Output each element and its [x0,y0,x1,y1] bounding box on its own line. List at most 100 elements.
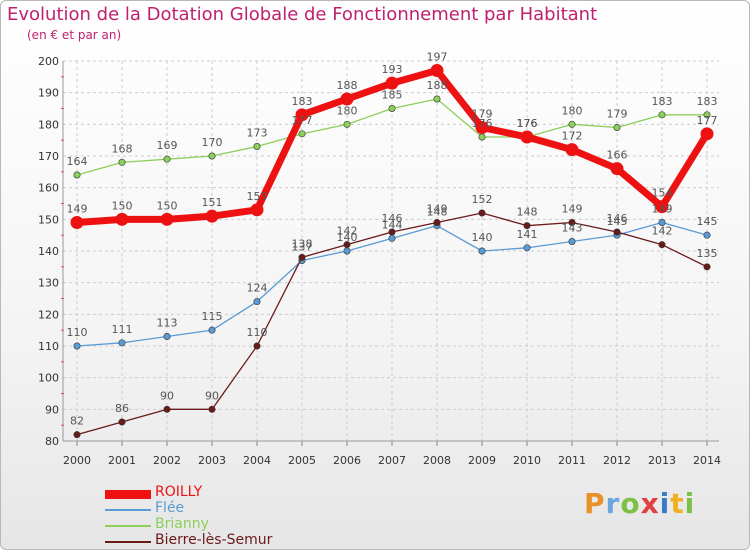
y-tick-label: 120 [38,308,59,321]
point-bierre-les-semur [613,228,621,236]
data-label-roilly: 197 [427,51,448,64]
point-brianny [658,111,666,119]
point-roilly [700,127,714,141]
x-tick-label: 2010 [513,454,541,467]
y-tick-label: 110 [38,340,59,353]
x-tick-label: 2002 [153,454,181,467]
y-tick-label: 150 [38,213,59,226]
data-label-flee: 143 [562,222,583,235]
chart-subtitle: (en € et par an) [27,28,122,42]
point-flee [388,234,396,242]
point-flee [568,238,576,246]
data-label-brianny: 183 [697,95,718,108]
data-label-bierre-les-semur: 149 [427,203,448,216]
data-label-brianny: 176 [472,117,493,130]
data-label-brianny: 170 [202,136,223,149]
point-flee [478,247,486,255]
series-brianny [73,95,711,179]
data-label-flee: 140 [337,231,358,244]
point-bierre-les-semur [388,228,396,236]
data-label-flee: 149 [652,203,673,216]
legend-label: Brianny [155,516,209,532]
data-label-flee: 110 [67,326,88,339]
data-label-bierre-les-semur: 149 [562,203,583,216]
point-roilly [655,200,669,214]
point-brianny [703,111,711,119]
point-roilly [430,64,444,77]
data-label-flee: 115 [202,310,223,323]
point-roilly [295,108,309,122]
data-label-bierre-les-semur: 82 [70,415,84,428]
legend-swatch [105,525,151,527]
point-bierre-les-semur [478,209,486,217]
axes: 80 90 100 110 120 130 140 150 160 170 180 190 200 200… [38,55,721,467]
data-label-brianny: 164 [67,155,88,168]
point-brianny [388,105,396,113]
point-roilly [610,162,624,176]
data-label-brianny: 177 [292,114,313,127]
data-label-roilly: 177 [697,114,718,127]
point-brianny [253,143,261,151]
y-tick-label: 200 [38,55,59,68]
data-label-brianny: 169 [157,139,178,152]
data-label-roilly: 176 [517,117,538,130]
data-label-roilly: 193 [382,63,403,76]
data-label-roilly: 151 [202,196,223,209]
y-tick-label: 180 [38,118,59,131]
data-label-flee: 148 [427,206,448,219]
point-roilly [340,92,354,106]
legend-label: Flée [155,500,185,516]
point-bierre-les-semur [568,219,576,227]
point-bierre-les-semur [163,405,171,413]
point-brianny [118,158,126,166]
data-label-bierre-les-semur: 90 [160,389,174,402]
proxiti-logo: Proxiti [584,487,696,520]
point-brianny [613,124,621,132]
data-label-bierre-les-semur: 146 [382,212,403,225]
point-bierre-les-semur [523,222,531,230]
point-bierre-les-semur [298,253,306,261]
x-tick-label: 2014 [693,454,721,467]
data-label-bierre-les-semur: 135 [697,247,718,260]
x-tick-label: 2000 [63,454,91,467]
legend-swatch [105,489,151,499]
point-flee [523,244,531,252]
data-label-roilly: 153 [247,190,268,203]
chart-title: Evolution de la Dotation Globale de Fonc… [7,4,598,25]
data-label-bierre-les-semur: 148 [517,206,538,219]
point-flee [118,339,126,347]
x-tick-label: 2006 [333,454,361,467]
data-label-flee: 140 [472,231,493,244]
point-flee [703,231,711,239]
point-flee [208,326,216,334]
y-tick-label: 80 [45,435,59,448]
y-tick-label: 170 [38,150,59,163]
x-tick-label: 2005 [288,454,316,467]
legend-swatch [105,509,151,511]
legend-swatch [105,541,151,543]
data-label-roilly: 150 [112,199,133,212]
data-label-roilly: 183 [292,95,313,108]
point-brianny [478,133,486,141]
data-label-roilly: 150 [157,199,178,212]
point-roilly [385,76,399,90]
y-tick-label: 190 [38,87,59,100]
data-label-brianny: 185 [382,89,403,102]
series-bierre-les-semur [73,209,711,439]
x-tick-label: 2008 [423,454,451,467]
data-label-brianny: 176 [517,117,538,130]
data-label-bierre-les-semur: 110 [247,326,268,339]
point-bierre-les-semur [208,405,216,413]
point-brianny [433,95,441,103]
legend-label: ROILLY [155,484,203,500]
x-tick-label: 2011 [558,454,586,467]
data-label-flee: 144 [382,218,403,231]
x-tick-label: 2007 [378,454,406,467]
data-label-brianny: 168 [112,142,133,155]
data-label-bierre-les-semur: 142 [337,225,358,238]
point-bierre-les-semur [658,241,666,249]
data-label-brianny: 183 [652,95,673,108]
data-label-roilly: 149 [67,203,88,216]
